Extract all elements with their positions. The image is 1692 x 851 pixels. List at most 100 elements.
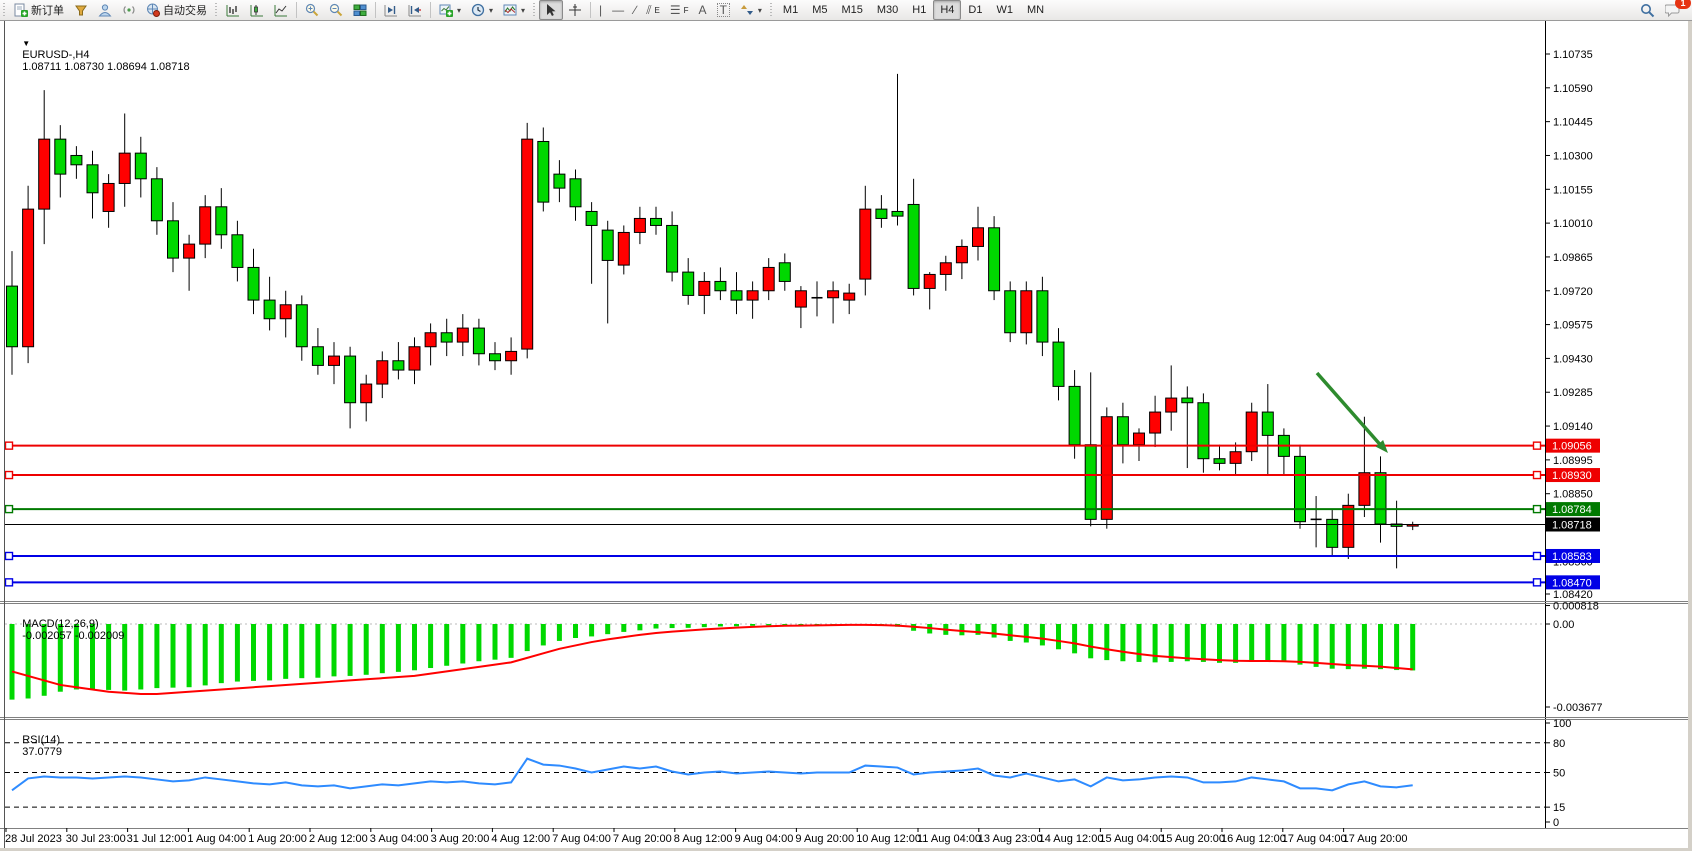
toolbar-grip[interactable] bbox=[214, 3, 219, 17]
chart-shift-button[interactable] bbox=[379, 0, 403, 20]
zoom-in-button[interactable] bbox=[300, 0, 324, 20]
insert-group: ▾ ▾ ▾ bbox=[434, 0, 530, 20]
toolbar-grip[interactable] bbox=[2, 3, 7, 17]
trend-arrow-head bbox=[1375, 439, 1388, 453]
zoom-out-button[interactable] bbox=[324, 0, 348, 20]
signal-button[interactable] bbox=[117, 0, 141, 20]
vertical-line-tool[interactable]: | bbox=[594, 0, 607, 20]
time-label: 15 Aug 20:00 bbox=[1160, 833, 1225, 845]
candlestick-chart-button[interactable] bbox=[245, 0, 269, 20]
chevron-down-icon: ▾ bbox=[757, 5, 762, 15]
chart-type-group bbox=[221, 0, 293, 20]
hlines-layer bbox=[4, 371, 1545, 587]
time-label: 9 Aug 20:00 bbox=[795, 833, 854, 845]
timeframe-M5[interactable]: M5 bbox=[812, 4, 828, 16]
axis-layer: 1.10735 1.10590 1.10445 1.10300 1.10155 1.100… bbox=[0, 20, 1692, 851]
crosshair-tool-button[interactable] bbox=[563, 0, 587, 20]
line-chart-button[interactable] bbox=[269, 0, 293, 20]
symbol-dropdown-icon[interactable]: ▼ bbox=[22, 39, 31, 48]
search-icon bbox=[1640, 3, 1655, 18]
indicators-button[interactable]: ▾ bbox=[498, 0, 530, 20]
svg-text:1.10735: 1.10735 bbox=[1553, 49, 1593, 61]
timeframe-MN[interactable]: MN bbox=[1026, 4, 1045, 16]
scroll-group bbox=[379, 0, 427, 20]
cursor-tool-button[interactable] bbox=[539, 0, 564, 20]
svg-text:0.000818: 0.000818 bbox=[1553, 601, 1599, 613]
timeframe-W1[interactable]: W1 bbox=[996, 4, 1013, 16]
arrows-tool[interactable]: ▾ bbox=[735, 0, 767, 20]
time-label: 3 Aug 04:00 bbox=[370, 833, 429, 845]
periods-button[interactable]: ▾ bbox=[466, 0, 498, 20]
new-order-label: 新订单 bbox=[31, 5, 64, 17]
toolbar-grip[interactable] bbox=[532, 3, 538, 17]
hline-handle bbox=[4, 441, 14, 450]
text-label-icon: T bbox=[716, 3, 730, 17]
new-order-button[interactable]: 新订单 bbox=[9, 0, 69, 20]
auto-trading-button[interactable]: 自动交易 bbox=[141, 0, 212, 20]
auto-trading-label: 自动交易 bbox=[163, 5, 207, 17]
rsi-label: RSI(14) 37.0779 bbox=[10, 722, 62, 770]
time-label: 4 Aug 12:00 bbox=[491, 833, 550, 845]
time-label: 11 Aug 04:00 bbox=[917, 833, 981, 845]
zoom-group bbox=[300, 0, 372, 20]
trendline-icon: ∕ bbox=[634, 3, 637, 17]
time-label: 16 Aug 12:00 bbox=[1221, 833, 1286, 845]
profile-button[interactable] bbox=[93, 0, 117, 20]
timeframe-M15[interactable]: M15 bbox=[841, 4, 863, 16]
tile-windows-button[interactable] bbox=[348, 0, 372, 20]
text-tool[interactable]: A bbox=[694, 0, 712, 20]
horizontal-line-tool[interactable]: — bbox=[607, 0, 629, 20]
time-label: 7 Aug 04:00 bbox=[552, 833, 611, 845]
trade-group: 新订单 自动交易 bbox=[9, 0, 212, 20]
timeframe-M30[interactable]: M30 bbox=[876, 4, 899, 16]
timeframe-D1[interactable]: D1 bbox=[968, 4, 983, 16]
toolbar: 新订单 自动交易 bbox=[0, 0, 1692, 21]
funnel-button[interactable] bbox=[69, 0, 93, 20]
time-label: 30 Jul 23:00 bbox=[66, 833, 126, 845]
line-chart-icon bbox=[274, 3, 288, 17]
funnel-icon bbox=[74, 3, 88, 17]
trendline-tool[interactable]: ∕ bbox=[629, 0, 641, 20]
fibonacci-icon: ☰ bbox=[669, 3, 681, 17]
timeframe-H1[interactable]: H1 bbox=[912, 4, 927, 16]
toolbar-grip[interactable] bbox=[768, 3, 774, 17]
cursor-group bbox=[539, 0, 587, 20]
rsi-indicator-name: RSI(14) bbox=[22, 734, 61, 746]
hline-handle bbox=[4, 578, 14, 587]
new-chart-button[interactable]: ▾ bbox=[434, 0, 466, 20]
channel-tool[interactable]: ⫽ E bbox=[641, 0, 665, 20]
svg-text:1.09720: 1.09720 bbox=[1553, 286, 1593, 298]
time-label: 1 Aug 04:00 bbox=[187, 833, 246, 845]
svg-text:1.09430: 1.09430 bbox=[1553, 353, 1593, 365]
time-label: 10 Aug 12:00 bbox=[856, 833, 921, 845]
hline-handle bbox=[1532, 470, 1542, 480]
notifications-button[interactable]: 1 bbox=[1660, 0, 1691, 20]
time-label: 13 Aug 23:00 bbox=[978, 833, 1043, 845]
time-label: 9 Aug 04:00 bbox=[735, 833, 794, 845]
timeframe-M1[interactable]: M1 bbox=[782, 4, 799, 16]
timeframe-group: M1 M5 M15 M30 H1 H4 D1 W1 MN bbox=[776, 0, 1051, 20]
fibonacci-tool[interactable]: ☰ F bbox=[665, 0, 694, 20]
auto-scroll-button[interactable] bbox=[403, 0, 427, 20]
svg-text:0.00: 0.00 bbox=[1553, 619, 1574, 631]
svg-text:100: 100 bbox=[1553, 718, 1571, 730]
svg-text:1.09865: 1.09865 bbox=[1553, 252, 1593, 264]
macd-layer: 0.000818 0.00 -0.003677 bbox=[5, 601, 1603, 714]
trend-arrow bbox=[1315, 371, 1386, 451]
search-button[interactable] bbox=[1635, 0, 1660, 20]
price-line-label: 1.08718 bbox=[1552, 519, 1592, 531]
indicators-icon bbox=[503, 3, 517, 17]
price-line-label: 1.08583 bbox=[1552, 551, 1592, 563]
profile-icon bbox=[98, 3, 112, 17]
hline-handle bbox=[4, 504, 14, 514]
rsi-layer: 100 80 50 15 0 bbox=[5, 718, 1571, 829]
bar-chart-button[interactable] bbox=[221, 0, 245, 20]
channel-letter: E bbox=[654, 5, 660, 15]
text-label-tool[interactable]: T bbox=[712, 0, 735, 20]
svg-text:1.10445: 1.10445 bbox=[1553, 117, 1593, 129]
candlestick-chart-icon bbox=[250, 3, 264, 17]
timeframe-H4[interactable]: H4 bbox=[933, 0, 962, 20]
time-label: 8 Aug 12:00 bbox=[674, 833, 733, 845]
svg-text:1.08995: 1.08995 bbox=[1553, 455, 1593, 467]
